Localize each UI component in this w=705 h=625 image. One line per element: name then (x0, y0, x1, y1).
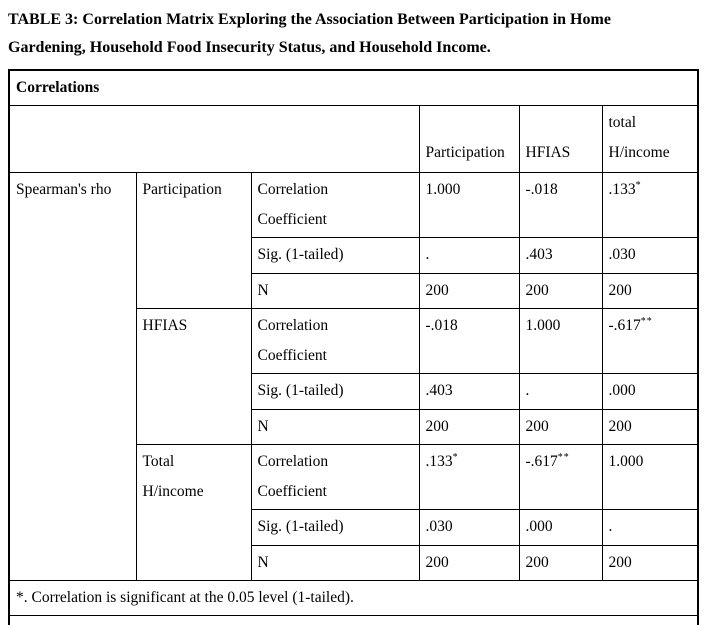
group-label-hfias: HFIAS (135, 308, 252, 445)
table-row: Sig. (1-tailed) . .403 .030 (9, 237, 699, 274)
value-cell: .030 (601, 237, 699, 274)
value-text: 200 (608, 418, 632, 435)
stat-label-cell: N (250, 273, 420, 309)
value-text: 200 (608, 554, 632, 571)
value-text: 1.000 (525, 317, 561, 334)
footnote-row: *. Correlation is significant at the 0.0… (8, 580, 699, 616)
caption-line-2: Gardening, Household Food Insecurity Sta… (8, 39, 491, 56)
value-cell: .000 (601, 373, 699, 410)
value-cell: 200 (518, 545, 603, 581)
value-cell: .133* (601, 172, 699, 238)
table-title-row: Correlations (8, 69, 699, 106)
stat-label-cell: Sig. (1-tailed) (250, 237, 420, 274)
value-text: . (425, 246, 430, 263)
stat-label-cell: N (250, 409, 420, 445)
stat-label-cell: Correlation Coefficient (250, 308, 420, 374)
value-cell: 200 (418, 545, 520, 581)
value-cell: 200 (418, 273, 520, 309)
value-cell: 1.000 (601, 444, 699, 510)
significance-marker: ** (640, 315, 653, 327)
value-cell: 200 (518, 273, 603, 309)
value-cell: -.018 (518, 172, 603, 238)
col-header-hfias: HFIAS (518, 105, 603, 173)
table-row: Sig. (1-tailed) .030 .000 . (9, 509, 699, 546)
table-row: HFIAS Correlation Coefficient -.018 1.00… (9, 308, 699, 445)
caption-line-1: TABLE 3: Correlation Matrix Exploring th… (8, 11, 611, 28)
value-text: 200 (425, 418, 449, 435)
footnote-row: **. Correlation is significant at the 0.… (8, 615, 699, 625)
value-cell: . (418, 237, 520, 274)
value-cell: -.018 (418, 308, 520, 374)
value-cell: .030 (418, 509, 520, 546)
value-cell: -.617** (601, 308, 699, 374)
value-text: .030 (608, 246, 636, 263)
footnote-significance-05: *. Correlation is significant at the 0.0… (8, 580, 699, 616)
stat-label-cell: Correlation Coefficient (250, 172, 420, 238)
value-cell: 1.000 (518, 308, 603, 374)
significance-marker: ** (557, 451, 570, 463)
stat-label-cell: N (250, 545, 420, 581)
value-cell: -.617** (518, 444, 603, 510)
value-text: 200 (525, 282, 549, 299)
table-row: N 200 200 200 (9, 273, 699, 309)
method-label-cell: Spearman's rho (8, 172, 137, 581)
value-text: -.018 (525, 181, 558, 198)
col-header-participation: Participation (418, 105, 520, 173)
value-cell: 200 (601, 273, 699, 309)
table-row: N 200 200 200 (9, 545, 699, 581)
table-row: Spearman's rho Participation Correlation… (8, 172, 699, 581)
value-cell: . (601, 509, 699, 546)
significance-marker: * (452, 451, 459, 463)
value-text: 1.000 (425, 181, 461, 198)
value-text: -.617 (525, 453, 558, 470)
column-header-row: Participation HFIAS total H/income (8, 105, 699, 173)
value-text: -.018 (425, 317, 458, 334)
value-cell: . (518, 373, 603, 410)
stat-label-cell: Sig. (1-tailed) (250, 509, 420, 546)
correlation-table: Correlations Participation HFIAS total H… (8, 69, 700, 625)
value-text: . (525, 382, 530, 399)
value-text: .000 (608, 382, 636, 399)
value-text: 200 (608, 282, 632, 299)
value-text: -.617 (608, 317, 641, 334)
value-cell: 1.000 (418, 172, 520, 238)
value-cell: .403 (418, 373, 520, 410)
significance-marker: * (635, 179, 642, 191)
table-title: Correlations (8, 69, 699, 106)
value-text: .030 (425, 518, 453, 535)
empty-header-cell (8, 105, 420, 173)
stat-label-cell: Sig. (1-tailed) (250, 373, 420, 410)
value-text: .133 (608, 181, 636, 198)
value-cell: .000 (518, 509, 603, 546)
value-text: 200 (525, 554, 549, 571)
value-text: .403 (525, 246, 553, 263)
value-text: 1.000 (608, 453, 644, 470)
value-text: .000 (525, 518, 553, 535)
value-cell: .403 (518, 237, 603, 274)
value-cell: 200 (418, 409, 520, 445)
table-row: N 200 200 200 (9, 409, 699, 445)
table-caption: TABLE 3: Correlation Matrix Exploring th… (8, 6, 697, 62)
group-label-total-hincome: Total H/income (135, 444, 252, 581)
value-cell: 200 (601, 409, 699, 445)
value-cell: 200 (601, 545, 699, 581)
value-text: 200 (425, 554, 449, 571)
value-cell: 200 (518, 409, 603, 445)
value-text: 200 (425, 282, 449, 299)
stat-label-cell: Correlation Coefficient (250, 444, 420, 510)
value-text: 200 (525, 418, 549, 435)
value-cell: .133* (418, 444, 520, 510)
value-text: .133 (425, 453, 453, 470)
col-header-total-hincome: total H/income (601, 105, 699, 173)
group-label-participation: Participation (135, 172, 252, 309)
value-text: . (608, 518, 613, 535)
value-text: .403 (425, 382, 453, 399)
footnote-significance-01: **. Correlation is significant at the 0.… (8, 615, 699, 625)
